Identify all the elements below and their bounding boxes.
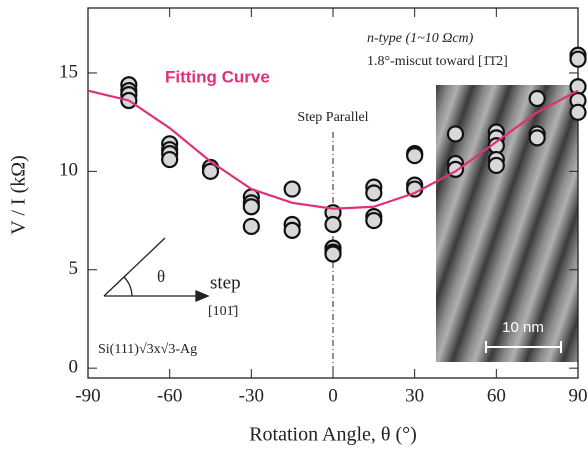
fit-curve	[87, 89, 579, 210]
data-point	[569, 103, 587, 121]
x-tick-label: -60	[157, 385, 182, 406]
x-tick-label: 0	[328, 385, 338, 406]
data-point	[201, 162, 220, 180]
step-label: step	[210, 272, 241, 293]
data-point	[365, 184, 383, 202]
angle-diagram	[103, 237, 210, 302]
data-point	[365, 211, 383, 230]
data-point	[161, 150, 179, 169]
scale-bar	[485, 341, 562, 353]
data-point	[283, 180, 301, 198]
data-point	[528, 129, 546, 147]
data-point	[487, 156, 505, 175]
data-point	[242, 198, 260, 216]
curve-label: Fitting Curve	[165, 67, 270, 86]
direction-label: [101̄]	[208, 304, 238, 319]
x-tick-label: 60	[487, 385, 506, 406]
scale-bar-label: 10 nm	[502, 319, 544, 336]
y-tick-label: 10	[59, 160, 78, 181]
data-point	[283, 221, 301, 239]
data-point	[446, 125, 465, 143]
data-point	[324, 245, 342, 263]
x-tick-label: 30	[405, 385, 424, 406]
x-tick-label: -90	[75, 385, 100, 406]
surface-label: Si(111)√3x√3-Ag	[98, 342, 197, 357]
y-tick-label: 0	[69, 357, 79, 378]
y-axis-label: V / I (kΩ)	[8, 155, 30, 234]
x-tick-label: 90	[569, 385, 588, 406]
data-point	[569, 50, 587, 68]
data-point	[406, 147, 424, 165]
x-axis-label: Rotation Angle, θ (°)	[249, 424, 417, 446]
angle-label: θ	[157, 267, 165, 286]
data-point	[324, 215, 342, 234]
x-tick-label: -30	[239, 385, 264, 406]
data-point	[528, 89, 546, 108]
y-tick-label: 5	[69, 258, 79, 279]
miscut-label: 1.8°-miscut toward [1̄1̄2]	[367, 54, 508, 69]
data-point	[242, 217, 260, 236]
step-parallel-label: Step Parallel	[297, 110, 368, 125]
y-tick-label: 15	[59, 61, 78, 82]
doping-label: n-type (1~10 Ωcm)	[367, 31, 474, 46]
